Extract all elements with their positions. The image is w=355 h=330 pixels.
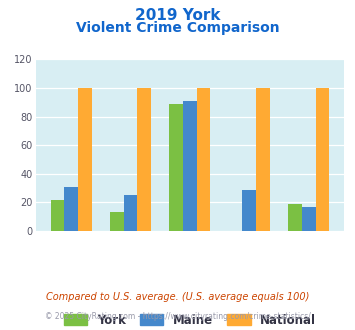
Text: Compared to U.S. average. (U.S. average equals 100): Compared to U.S. average. (U.S. average …	[46, 292, 309, 302]
Bar	[197, 88, 211, 231]
Bar	[288, 204, 302, 231]
Text: 2019 York: 2019 York	[135, 8, 220, 23]
Text: Violent Crime Comparison: Violent Crime Comparison	[76, 21, 279, 35]
Bar	[137, 88, 151, 231]
Bar	[256, 88, 270, 231]
Legend: York, Maine, National: York, Maine, National	[59, 309, 321, 330]
Bar	[302, 207, 316, 231]
Bar	[124, 195, 137, 231]
Bar	[169, 104, 183, 231]
Bar	[110, 213, 124, 231]
Bar	[51, 200, 64, 231]
Bar	[183, 101, 197, 231]
Text: © 2025 CityRating.com - https://www.cityrating.com/crime-statistics/: © 2025 CityRating.com - https://www.city…	[45, 312, 310, 321]
Bar	[242, 189, 256, 231]
Bar	[64, 187, 78, 231]
Bar	[78, 88, 92, 231]
Bar	[316, 88, 329, 231]
